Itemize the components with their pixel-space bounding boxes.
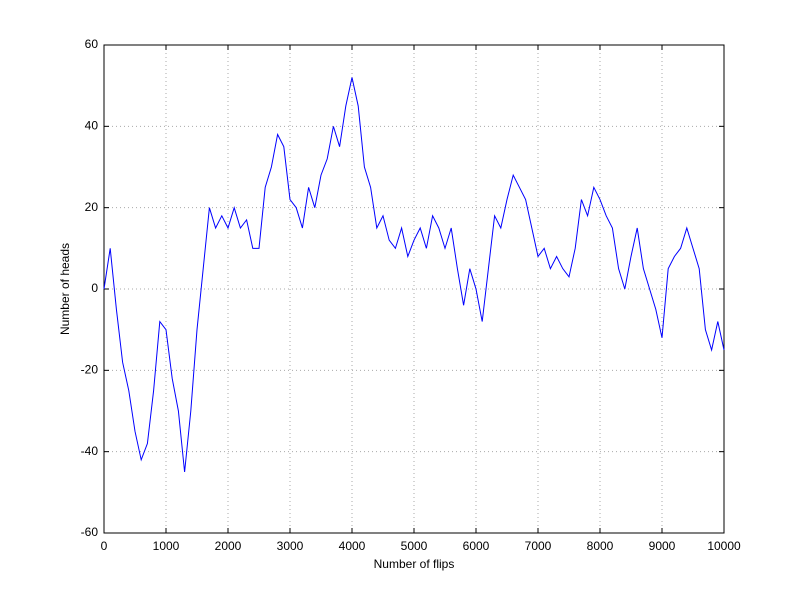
y-tick-label: 0 [91,281,98,295]
y-tick-label: 20 [85,200,99,214]
y-tick-label: 60 [85,37,99,51]
data-line [103,77,725,473]
x-tick-label: 10000 [707,539,741,553]
y-axis-label: Number of heads [58,243,72,335]
x-tick-label: 3000 [277,539,304,553]
x-tick-label: 8000 [587,539,614,553]
y-tick-label: 40 [85,119,99,133]
x-tick-label: 2000 [215,539,242,553]
x-tick-label: 6000 [463,539,490,553]
x-tick-label: 9000 [649,539,676,553]
x-tick-label: 1000 [153,539,180,553]
x-axis-label: Number of flips [374,557,455,571]
x-tick-label: 5000 [401,539,428,553]
x-tick-label: 0 [101,539,108,553]
x-tick-label: 7000 [525,539,552,553]
y-tick-label: -40 [81,444,99,458]
y-tick-label: -60 [81,525,99,539]
y-tick-label: -20 [81,363,99,377]
x-tick-label: 4000 [339,539,366,553]
